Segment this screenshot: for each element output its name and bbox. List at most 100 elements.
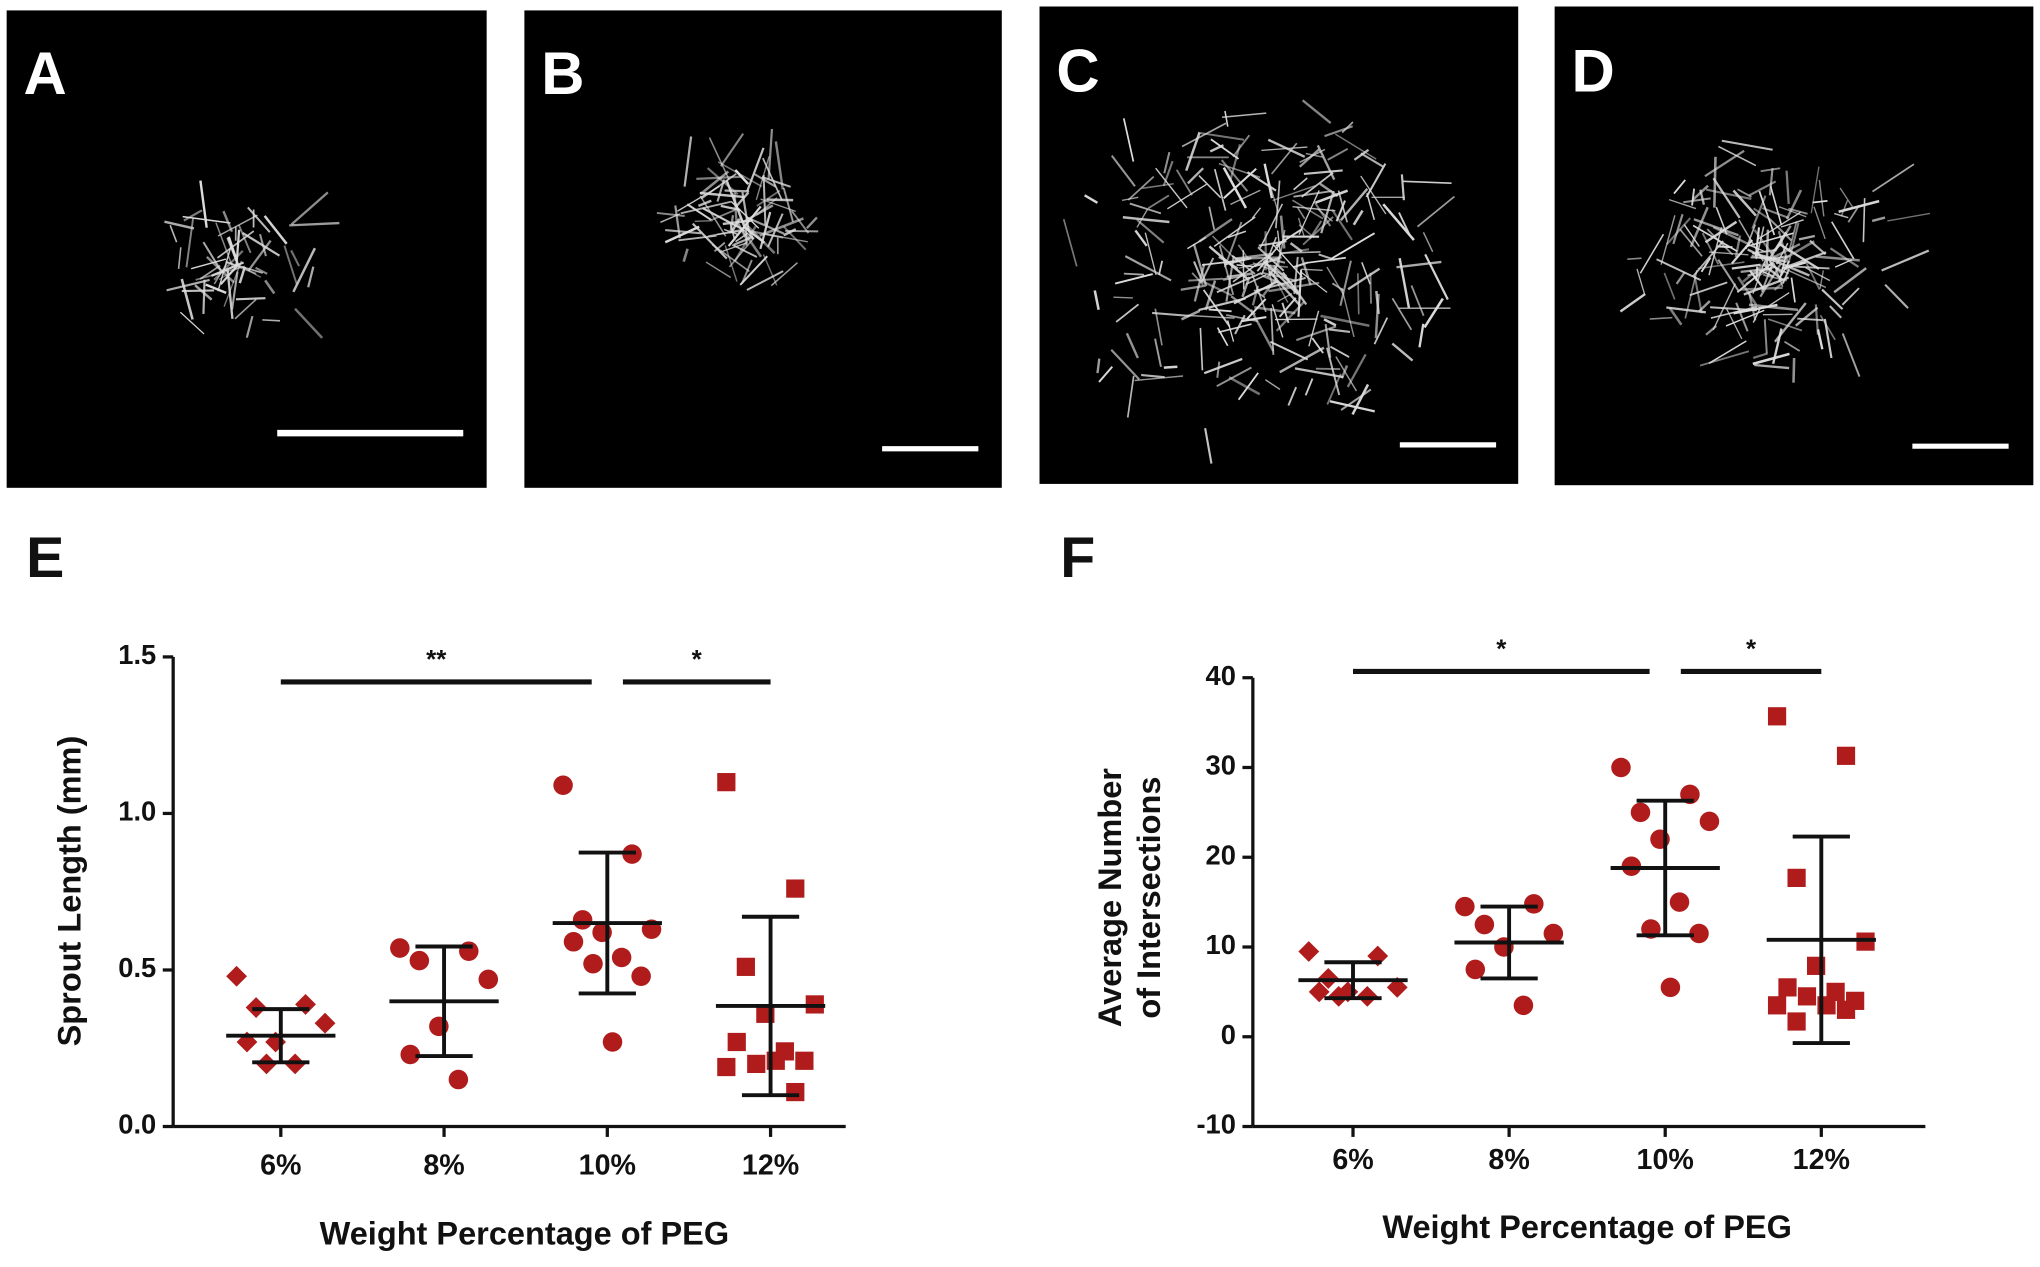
y-tick-label: 20: [1206, 839, 1236, 870]
fiber: [1154, 308, 1163, 346]
fiber: [1216, 327, 1229, 347]
fiber: [1636, 268, 1646, 295]
fiber: [190, 258, 227, 270]
fiber: [1271, 243, 1303, 278]
dot: [1699, 811, 1720, 832]
fiber: [1627, 257, 1642, 261]
x-tick-label: 10%: [579, 1149, 636, 1181]
fiber: [1270, 142, 1298, 175]
dot: [448, 1069, 469, 1090]
fiber: [741, 191, 750, 232]
fiber: [1191, 272, 1204, 286]
fiber: [1237, 372, 1259, 401]
fiber: [194, 284, 213, 301]
fiber: [806, 216, 818, 229]
fiber: [1747, 291, 1757, 321]
fiber: [1691, 184, 1709, 201]
dot: [1386, 976, 1408, 998]
fiber: [307, 266, 315, 288]
fiber: [247, 206, 271, 233]
fiber: [1360, 175, 1387, 215]
fiber: [733, 192, 738, 227]
fiber: [1768, 260, 1782, 274]
fiber: [1706, 228, 1734, 256]
fiber: [219, 263, 240, 286]
fiber: [1750, 256, 1771, 259]
fiber: [1697, 261, 1745, 270]
fiber: [746, 270, 784, 291]
fiber: [177, 247, 182, 269]
fiber: [1666, 306, 1706, 314]
fiber: [1327, 147, 1349, 161]
fiber: [1666, 217, 1692, 246]
fiber: [1424, 253, 1449, 301]
fiber: [1884, 283, 1909, 309]
x-tick-label: 8%: [423, 1149, 464, 1181]
dot: [478, 969, 499, 990]
fiber: [1341, 287, 1355, 338]
fiber: [1311, 337, 1324, 354]
fiber: [1062, 218, 1078, 267]
y-tick-label: 1.5: [118, 639, 156, 670]
fiber: [1324, 323, 1332, 358]
panel-label: B: [541, 40, 584, 107]
fiber: [1783, 267, 1827, 289]
fiber: [181, 289, 215, 293]
fiber: [1134, 229, 1148, 247]
fiber: [660, 213, 681, 223]
fiber: [1262, 272, 1298, 282]
fiber: [1122, 118, 1135, 162]
fiber: [1277, 229, 1286, 266]
fiber: [664, 225, 700, 244]
fiber: [1745, 268, 1771, 285]
fiber: [1158, 260, 1164, 276]
fiber: [1767, 318, 1803, 332]
fiber: [1753, 207, 1769, 220]
fiber: [1391, 297, 1413, 331]
fiber: [1782, 268, 1791, 284]
fiber: [1398, 212, 1411, 236]
fiber: [1396, 260, 1442, 269]
fiber: [708, 137, 730, 181]
dot: [1797, 987, 1817, 1006]
y-tick-label: 0: [1221, 1019, 1236, 1050]
fiber: [725, 179, 747, 229]
fiber: [1279, 215, 1286, 249]
dot: [1689, 923, 1709, 944]
fiber: [1738, 219, 1764, 262]
fiber: [1269, 340, 1309, 361]
fiber: [1317, 208, 1334, 222]
fiber: [1693, 218, 1739, 237]
fiber: [699, 195, 727, 237]
fiber: [1788, 207, 1808, 215]
fiber: [741, 259, 753, 284]
fiber: [724, 245, 738, 282]
fiber: [1733, 303, 1778, 315]
fiber: [1125, 332, 1139, 359]
fiber: [1840, 200, 1849, 217]
fiber: [1287, 386, 1298, 406]
fiber: [294, 307, 324, 339]
fiber: [1790, 277, 1796, 303]
fiber: [1351, 383, 1370, 416]
fiber: [1731, 263, 1761, 270]
dot: [1778, 978, 1797, 997]
fiber: [1748, 180, 1777, 197]
x-axis-title: Weight Percentage of PEG: [320, 1215, 730, 1251]
fiber: [1760, 167, 1781, 173]
fiber: [1326, 266, 1344, 295]
fiber: [713, 241, 726, 252]
y-axis-title: Sprout Length (mm): [51, 736, 87, 1047]
dot: [226, 965, 247, 987]
fiber: [767, 213, 784, 248]
significance-label: *: [1496, 634, 1507, 664]
dot: [1660, 977, 1681, 998]
fiber: [1756, 211, 1801, 241]
fiber: [1272, 185, 1316, 202]
fiber: [264, 279, 276, 295]
fiber: [1305, 152, 1323, 158]
fiber: [1369, 272, 1372, 304]
fiber: [1768, 167, 1774, 196]
fiber: [1754, 363, 1790, 370]
y-axis-title: Average Number: [1092, 768, 1128, 1027]
